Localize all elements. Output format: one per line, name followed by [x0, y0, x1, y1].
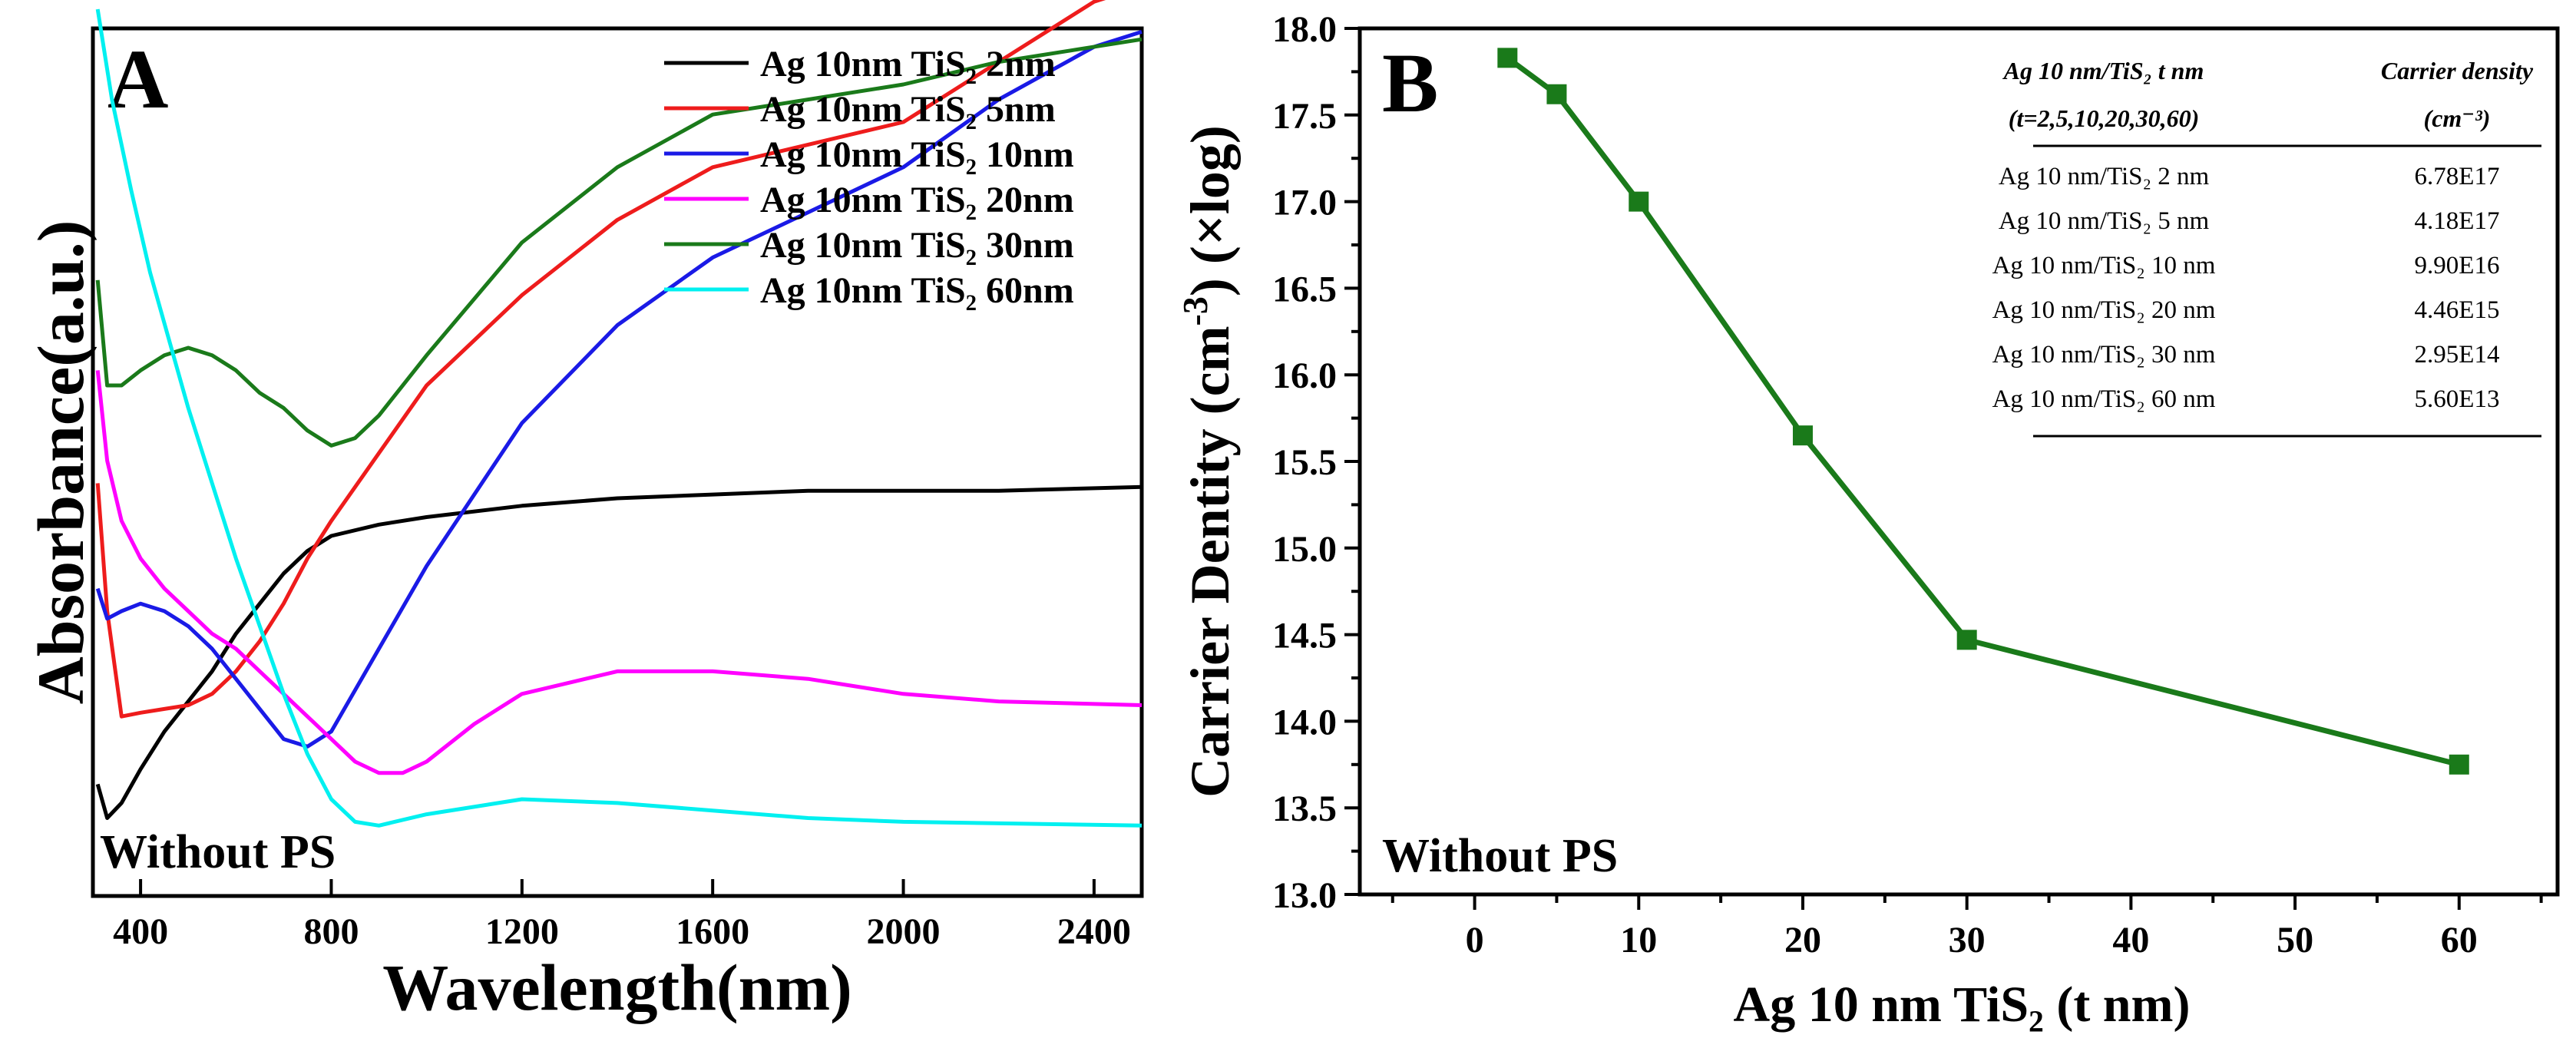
panel-a-series-line-4: [95, 370, 1143, 775]
table-cell-sample: Ag 10 nm/TiS₂ 60 nm: [1992, 385, 2216, 413]
table-cell-sample: Ag 10 nm/TiS₂ 5 nm: [1999, 207, 2210, 235]
table-cell-sample: Ag 10 nm/TiS₂ 30 nm: [1992, 341, 2216, 369]
panel-b-data-point: [1956, 630, 1977, 650]
panel-b-y-tick-label: 16.5: [1272, 269, 1337, 309]
table-header-col1-line2: (t=2,5,10,20,30,60): [2009, 104, 2199, 132]
panel-a-x-tick-label: 1600: [676, 911, 749, 952]
panel-b-x-tick-label: 10: [1620, 920, 1657, 960]
panel-a-legend-label: Ag 10nm TiS₂ 60nm: [760, 270, 1074, 311]
panel-b-x-tick-label: 60: [2441, 920, 2478, 960]
panel-b-letter: B: [1382, 36, 1438, 130]
panel-b-data-point: [1546, 84, 1567, 104]
table-cell-density: 9.90E16: [2415, 252, 2500, 279]
panel-a-series-line-5: [95, 37, 1143, 448]
panel-a-x-tick-label: 2000: [867, 911, 941, 952]
table-cell-density: 4.46E15: [2415, 296, 2500, 324]
panel-b-y-tick-label: 15.5: [1272, 442, 1337, 483]
panel-b-x-tick-label: 20: [1784, 920, 1821, 960]
panel-a-legend-label: Ag 10nm TiS₂ 2nm: [760, 44, 1056, 84]
table-header-col1-line1: Ag 10 nm/TiS₂ t nm: [2002, 57, 2204, 84]
table-header-col2-line1: Carrier density: [2381, 57, 2534, 84]
panel-a-legend-label: Ag 10nm TiS₂ 30nm: [760, 225, 1074, 266]
panel-a-x-tick-label: 800: [303, 911, 359, 952]
panel-b-x-tick-label: 50: [2277, 920, 2313, 960]
table-cell-density: 6.78E17: [2415, 163, 2500, 190]
panel-b-y-tick-label: 17.0: [1272, 183, 1337, 223]
panel-a-letter: A: [107, 32, 168, 126]
table-cell-density: 2.95E14: [2415, 341, 2500, 369]
panel-a-series-group: [95, 0, 1143, 828]
panel-b-y-tick-label: 14.0: [1272, 702, 1337, 742]
panel-b-y-tick-label: 15.0: [1272, 529, 1337, 570]
panel-b-series-group: [1497, 48, 2469, 775]
panel-b-y-tick-label: 13.0: [1272, 875, 1337, 916]
table-cell-density: 5.60E13: [2415, 385, 2500, 413]
panel-a-legend-label: Ag 10nm TiS₂ 20nm: [760, 180, 1074, 220]
panel-a-x-axis-label: Wavelength(nm): [382, 950, 852, 1024]
panel-a-frame: [91, 26, 1144, 898]
table-header-col2-line2: (cm⁻³): [2424, 104, 2491, 132]
panel-a-x-tick-label: 400: [113, 911, 168, 952]
panel-b-y-tick-label: 13.5: [1272, 788, 1337, 829]
panel-a-legend-label: Ag 10nm TiS₂ 10nm: [760, 134, 1074, 175]
table-cell-sample: Ag 10 nm/TiS₂ 10 nm: [1992, 252, 2216, 279]
panel-a-series-line-2: [95, 0, 1106, 719]
panel-b-y-axis-label: Carrier Dentity (cm-3) (×log): [1176, 125, 1241, 798]
panel-a-annotation: Without PS: [100, 826, 336, 878]
panel-a-x-tick-label: 2400: [1057, 911, 1131, 952]
panel-b-frame: [1357, 26, 2560, 897]
panel-b-x-tick-label: 40: [2112, 920, 2149, 960]
panel-b-x-tick-label: 0: [1466, 920, 1484, 960]
panel-b-x-ticks: 0 10 20 30 40 50 60: [1391, 894, 2543, 960]
panel-b-annotation: Without PS: [1382, 830, 1618, 882]
table-cell-density: 4.18E17: [2415, 207, 2500, 235]
panel-a-series-line-6: [95, 8, 1143, 828]
panel-a-x-tick-label: 1200: [485, 911, 559, 952]
panel-b-y-ticks: 13.0 13.5 14.0 14.5 15.0 15.5 16.0 16.5 17.0 17.5…: [1272, 9, 1360, 916]
panel-a-x-ticks: 400 800 1200 1600 2000 2400: [113, 879, 1131, 952]
panel-b-data-point: [1497, 48, 1518, 68]
table-cell-sample: Ag 10 nm/TiS₂ 20 nm: [1992, 296, 2216, 324]
panel-a: A 400 800 1200 1600 2000 2400 Ag 10nm TiS₂ 2n…: [24, 0, 1144, 1024]
panel-a-series-line-1: [95, 484, 1143, 820]
panel-b-data-table: Ag 10 nm/TiS₂ t nm (t=2,5,10,20,30,60) Car…: [1992, 57, 2541, 438]
panel-b-y-tick-label: 16.0: [1272, 355, 1337, 396]
panel-b-y-tick-label: 18.0: [1272, 9, 1337, 50]
panel-b-y-tick-label: 17.5: [1272, 96, 1337, 137]
panel-b-data-point: [2449, 754, 2469, 775]
panel-b-x-axis-label: Ag 10 nm TiS₂ (t nm): [1734, 977, 2191, 1033]
table-cell-sample: Ag 10 nm/TiS₂ 2 nm: [1999, 163, 2210, 190]
panel-b-series-line: [1506, 55, 2460, 768]
panel-b-y-axis-label-tail: ) (×log): [1179, 125, 1241, 296]
panel-b-data-point: [1629, 191, 1649, 212]
panel-b: B 0 10 20 30 40 50 60 13.0 13.5 14.0 14.5 15.0 15.5…: [1176, 9, 2560, 1033]
panel-b-data-point: [1792, 425, 1813, 446]
panel-a-legend-label: Ag 10nm TiS₂ 5nm: [760, 89, 1056, 130]
panel-b-y-axis-label-main: Carrier Dentity (cm: [1179, 326, 1241, 797]
panel-a-y-axis-label: Absorbance(a.u.): [24, 220, 98, 705]
panel-b-x-tick-label: 30: [1949, 920, 1986, 960]
panel-b-y-axis-label-sup: -3: [1176, 296, 1215, 326]
panel-a-series-line-3: [95, 30, 1143, 749]
panel-b-y-tick-label: 14.5: [1272, 616, 1337, 656]
